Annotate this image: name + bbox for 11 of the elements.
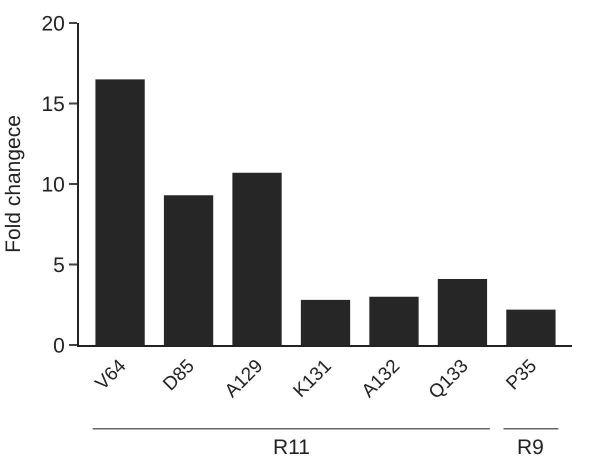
text: R11 bbox=[273, 436, 310, 459]
y-tick-label: 0 bbox=[53, 334, 65, 358]
x-tick-label: D85 bbox=[159, 356, 199, 396]
y-tick-label: 20 bbox=[41, 12, 65, 36]
text: R9 bbox=[517, 436, 544, 459]
y-tick-label: 10 bbox=[41, 173, 65, 196]
y-axis-title: Fold changece bbox=[2, 115, 26, 253]
y-tick-label: 5 bbox=[53, 254, 65, 277]
y-tick-label: 15 bbox=[41, 92, 65, 116]
x-tick-label: V64 bbox=[92, 355, 131, 394]
x-tick-label: P35 bbox=[502, 356, 542, 394]
